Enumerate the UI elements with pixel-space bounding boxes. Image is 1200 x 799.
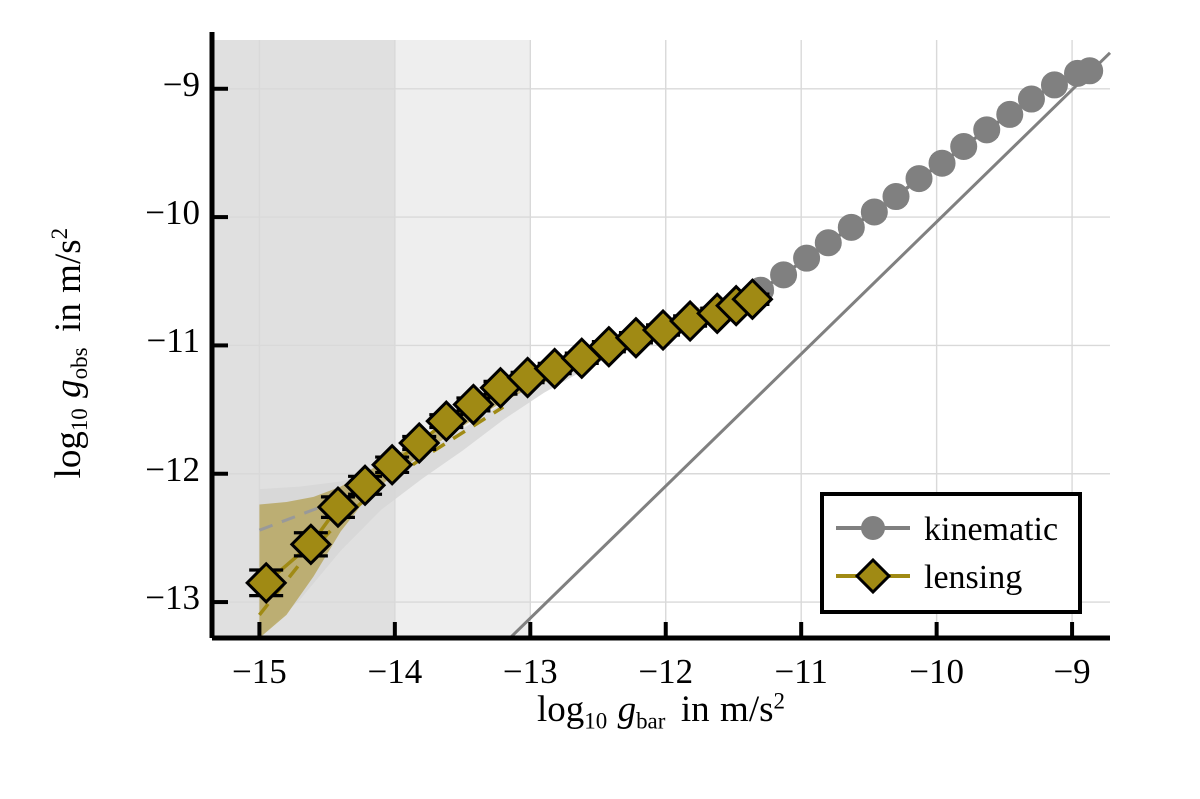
data-point-diamond: [398, 421, 441, 465]
x-axis-label: log10 gbar in m/s2: [212, 688, 1110, 734]
data-point-circle: [905, 165, 933, 193]
y-tick-label: −11: [146, 321, 200, 361]
data-point-diamond: [425, 400, 468, 443]
x-var-sub: bar: [636, 708, 666, 734]
x-tick-label: −12: [638, 652, 694, 691]
y-var: g: [47, 379, 89, 398]
x-tick-label: −15: [232, 652, 287, 691]
x-tick-label: −10: [909, 652, 964, 691]
x-tick-label: −13: [502, 652, 558, 691]
data-point-circle: [950, 133, 978, 161]
data-point-circle: [1040, 71, 1068, 99]
data-point-circle: [1076, 57, 1104, 85]
x-tick-label: −9: [1053, 652, 1091, 691]
legend-entry-kinematic[interactable]: kinematic: [836, 511, 1058, 548]
legend-label: kinematic: [924, 511, 1058, 548]
legend-entry-lensing[interactable]: lensing: [836, 557, 1022, 596]
one-to-one: [508, 51, 1112, 640]
x-log-text: log: [537, 689, 585, 730]
light-band: [394, 40, 531, 638]
x-axis-label-text: log10 gbar in m/s2: [537, 688, 785, 734]
x-unit-in: in: [680, 689, 710, 730]
data-point-circle: [1017, 85, 1045, 113]
x-unit-s: s: [759, 689, 774, 730]
data-point-circle: [882, 183, 910, 211]
data-point-circle: [996, 100, 1024, 128]
data-point-diamond: [289, 523, 332, 566]
series-lensing: [245, 278, 774, 604]
data-point-circle: [928, 149, 956, 177]
data-point-circle: [837, 213, 865, 241]
legend-label: lensing: [924, 559, 1022, 596]
x-tick-label: −11: [774, 652, 828, 691]
data-point-diamond: [343, 464, 387, 507]
y-tick-label: −13: [145, 578, 200, 618]
data-point-diamond: [452, 383, 495, 426]
data-point-diamond: [245, 561, 288, 604]
data-point-circle: [793, 244, 821, 272]
y-unit-slash: /: [47, 253, 89, 265]
legend-marker-diamond: [854, 557, 892, 595]
x-log-base: 10: [584, 708, 608, 734]
legend: kinematic lensing: [820, 492, 1082, 614]
y-unit-m: m: [47, 264, 89, 293]
y-tick-label: −12: [145, 449, 200, 489]
data-point-diamond: [371, 443, 414, 486]
data-point-circle: [973, 116, 1001, 144]
data-point-diamond: [731, 278, 774, 321]
x-unit-exp: 2: [773, 688, 785, 714]
x-unit-slash: /: [748, 689, 760, 730]
x-unit-m: m: [720, 689, 749, 730]
y-unit-s: s: [47, 239, 89, 254]
y-tick-label: −9: [162, 64, 200, 104]
data-point-diamond: [316, 485, 360, 529]
x-var: g: [617, 689, 637, 730]
data-point-circle: [860, 198, 888, 226]
data-point-circle: [770, 261, 798, 289]
y-unit-exp: 2: [47, 227, 73, 240]
legend-marker-circle: [861, 516, 885, 540]
y-tick-label: −10: [145, 193, 200, 233]
legend-box: [820, 492, 1082, 614]
y-log-base: 10: [67, 408, 93, 432]
data-point-circle: [814, 229, 842, 257]
x-tick-label: −14: [367, 652, 423, 691]
